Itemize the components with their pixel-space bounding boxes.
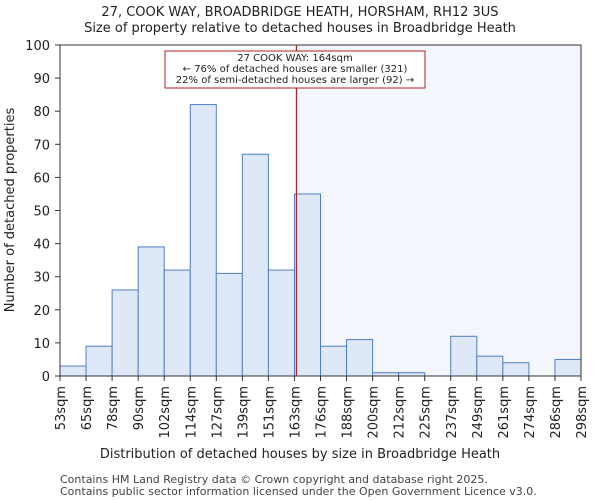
- y-tick-label: 80: [33, 105, 50, 120]
- x-tick-label: 298sqm: [575, 386, 590, 439]
- x-tick-label: 176sqm: [315, 386, 330, 439]
- y-tick-label: 100: [25, 39, 50, 54]
- bar-102sqm: [163, 269, 191, 377]
- chart-title: 27, COOK WAY, BROADBRIDGE HEATH, HORSHAM…: [101, 5, 498, 20]
- y-tick-label: 20: [33, 304, 50, 319]
- x-tick-label: 200sqm: [367, 386, 382, 439]
- y-tick-label: 60: [33, 171, 50, 186]
- bar-151sqm: [267, 269, 295, 377]
- y-tick-label: 70: [33, 138, 50, 153]
- x-tick-label: 139sqm: [236, 386, 251, 439]
- x-tick-label: 249sqm: [471, 386, 486, 439]
- y-tick-label: 50: [33, 205, 50, 220]
- y-tick-label: 10: [33, 337, 50, 352]
- y-ticks-group: 0 10 20 30 40 50 60 70 80 90 100: [25, 39, 60, 385]
- bar-78sqm: [111, 289, 139, 377]
- bar-237sqm: [450, 335, 478, 377]
- x-tick-label: 237sqm: [445, 386, 460, 439]
- bar-163sqm: [293, 193, 322, 377]
- x-tick-label: 188sqm: [341, 386, 356, 439]
- bar-261sqm: [502, 362, 530, 377]
- footer-line-2: Contains public sector information licen…: [60, 485, 537, 498]
- x-tick-label: 90sqm: [132, 386, 147, 430]
- bar-249sqm: [476, 355, 504, 377]
- chart-subtitle: Size of property relative to detached ho…: [84, 21, 516, 36]
- bar-286sqm: [554, 358, 582, 377]
- x-tick-label: 212sqm: [393, 386, 408, 439]
- x-tick-label: 114sqm: [184, 386, 199, 439]
- annotation-line-2: ← 76% of detached houses are smaller (32…: [183, 64, 408, 75]
- y-tick-label: 0: [42, 370, 50, 385]
- y-tick-label: 90: [33, 72, 50, 87]
- x-tick-label: 65sqm: [80, 386, 95, 430]
- x-tick-label: 261sqm: [497, 386, 512, 439]
- bars-group: [59, 104, 582, 377]
- bar-65sqm: [85, 345, 113, 377]
- bar-188sqm: [346, 339, 374, 377]
- y-tick-label: 30: [33, 271, 50, 286]
- bar-176sqm: [320, 345, 348, 377]
- x-ticks-group: 53sqm 65sqm 78sqm 90sqm 102sqm 114sqm 127sqm 13…: [54, 376, 590, 439]
- x-tick-label: 286sqm: [549, 386, 564, 439]
- highlight-region: [296, 45, 581, 376]
- bar-90sqm: [137, 246, 165, 377]
- y-axis-label: Number of detached properties: [3, 108, 18, 313]
- annotation-box: 27 COOK WAY: 164sqm ← 76% of detached ho…: [164, 50, 426, 89]
- x-axis-label: Distribution of detached houses by size …: [100, 447, 500, 462]
- bar-114sqm: [189, 104, 217, 377]
- x-tick-label: 53sqm: [54, 386, 69, 430]
- x-tick-label: 151sqm: [262, 386, 277, 439]
- annotation-line-3: 22% of semi-detached houses are larger (…: [176, 75, 414, 86]
- bar-127sqm: [215, 272, 243, 377]
- x-tick-label: 78sqm: [106, 386, 121, 430]
- x-tick-label: 163sqm: [288, 386, 303, 439]
- x-tick-label: 127sqm: [210, 386, 225, 439]
- y-tick-label: 40: [33, 238, 50, 253]
- bar-139sqm: [241, 153, 269, 377]
- x-tick-label: 225sqm: [419, 386, 434, 439]
- x-tick-label: 274sqm: [523, 386, 538, 439]
- annotation-line-1: 27 COOK WAY: 164sqm: [237, 53, 352, 64]
- x-tick-label: 102sqm: [158, 386, 173, 439]
- annotation-frame: [164, 50, 426, 89]
- bar-53sqm: [59, 365, 87, 377]
- footer-line-1: Contains HM Land Registry data © Crown c…: [60, 473, 488, 486]
